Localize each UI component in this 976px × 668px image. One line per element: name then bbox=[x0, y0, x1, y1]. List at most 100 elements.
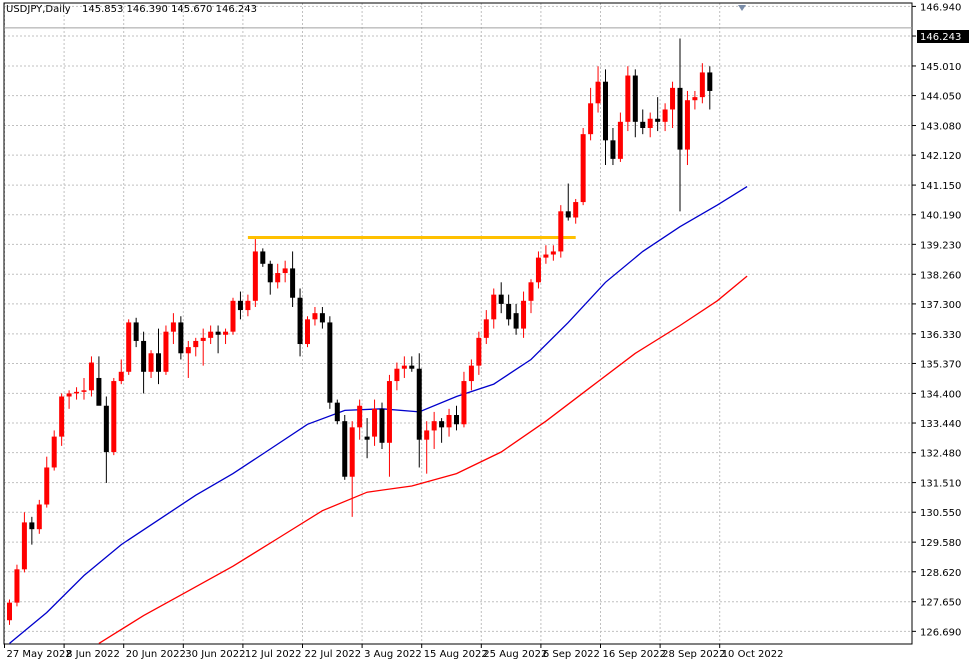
candle bbox=[133, 317, 139, 348]
candle bbox=[252, 239, 258, 307]
y-tick-label: 131.510 bbox=[920, 479, 961, 490]
shift-marker-icon[interactable] bbox=[738, 5, 746, 11]
candle bbox=[267, 260, 273, 295]
candle-body bbox=[454, 415, 459, 425]
candle-body bbox=[290, 268, 296, 298]
candle-body bbox=[558, 211, 564, 252]
candle-body bbox=[521, 300, 527, 329]
y-tick-label: 144.050 bbox=[920, 92, 961, 103]
candle bbox=[148, 350, 154, 378]
candle bbox=[357, 399, 363, 440]
candle-body bbox=[118, 371, 124, 382]
candle-body bbox=[81, 390, 87, 392]
candle bbox=[126, 319, 132, 375]
ohlc-values: 145.853 146.390 145.670 146.243 bbox=[82, 4, 257, 15]
candle bbox=[245, 294, 251, 317]
candle bbox=[141, 331, 147, 394]
x-tick-label: 10 Oct 2022 bbox=[722, 649, 784, 660]
candle bbox=[88, 356, 94, 397]
candle-body bbox=[372, 408, 378, 437]
price-axis: 146.940145.980145.010144.050143.080142.1… bbox=[912, 2, 961, 638]
candle-body bbox=[491, 294, 497, 320]
candle bbox=[454, 405, 459, 431]
candle-body bbox=[543, 254, 549, 258]
candle-body bbox=[327, 322, 333, 403]
candle-body bbox=[163, 331, 169, 372]
candle bbox=[446, 408, 452, 437]
candle bbox=[297, 288, 303, 357]
candle-body bbox=[193, 340, 199, 348]
candle-body bbox=[7, 602, 12, 621]
candle-body bbox=[312, 313, 318, 320]
candle-body bbox=[565, 211, 571, 218]
candle bbox=[215, 325, 221, 354]
candle bbox=[200, 328, 206, 366]
candle bbox=[290, 251, 296, 307]
x-tick-label: 6 Sep 2022 bbox=[543, 649, 600, 660]
candle-body bbox=[252, 251, 258, 301]
candle bbox=[647, 112, 653, 138]
candle-body bbox=[573, 202, 579, 218]
candle bbox=[81, 377, 87, 400]
candle bbox=[193, 337, 199, 357]
candle-body bbox=[237, 300, 243, 311]
candle bbox=[468, 359, 474, 391]
candle-body bbox=[684, 100, 690, 150]
y-tick-label: 127.650 bbox=[920, 598, 961, 609]
candle bbox=[282, 260, 288, 283]
candle-body bbox=[647, 118, 653, 128]
candle bbox=[603, 69, 608, 166]
candle bbox=[461, 371, 467, 428]
candle-body bbox=[528, 282, 534, 301]
candle bbox=[483, 310, 489, 345]
candle bbox=[178, 316, 184, 360]
candle-body bbox=[334, 402, 340, 422]
candle bbox=[550, 245, 556, 261]
candle bbox=[670, 81, 676, 128]
candle-body bbox=[580, 134, 586, 203]
candle bbox=[535, 251, 541, 289]
candle bbox=[640, 109, 646, 135]
candle-body bbox=[625, 75, 631, 122]
candle bbox=[349, 421, 355, 517]
candle-body bbox=[439, 421, 445, 428]
candle-body bbox=[29, 522, 35, 530]
candle bbox=[401, 356, 407, 378]
candle-body bbox=[267, 263, 273, 283]
candle bbox=[66, 390, 72, 409]
candle bbox=[44, 456, 50, 508]
candles bbox=[7, 38, 713, 625]
candle bbox=[334, 399, 340, 425]
candle-body bbox=[431, 421, 437, 431]
y-tick-label: 138.260 bbox=[920, 270, 961, 281]
candle-body bbox=[305, 319, 310, 345]
y-tick-label: 139.230 bbox=[920, 240, 961, 251]
candle bbox=[707, 66, 713, 110]
candle-body bbox=[111, 381, 117, 453]
candle-body bbox=[14, 569, 20, 603]
y-tick-label: 142.120 bbox=[920, 151, 961, 162]
candle-body bbox=[379, 408, 385, 443]
y-tick-label: 143.080 bbox=[920, 122, 961, 133]
candle-body bbox=[96, 377, 102, 406]
candle bbox=[230, 297, 236, 335]
candle bbox=[632, 69, 638, 138]
candle-body bbox=[230, 300, 236, 332]
y-tick-label: 140.190 bbox=[920, 211, 961, 222]
y-tick-label: 145.010 bbox=[920, 62, 961, 73]
candle bbox=[275, 263, 281, 289]
candle-body bbox=[297, 297, 303, 345]
candle-body bbox=[707, 72, 713, 91]
candle bbox=[29, 516, 35, 545]
candle-body bbox=[126, 322, 132, 372]
candle-body bbox=[215, 331, 221, 335]
candle-body bbox=[275, 273, 281, 283]
candle-body bbox=[156, 353, 161, 372]
candle bbox=[59, 393, 65, 446]
candle-body bbox=[632, 75, 638, 122]
candle bbox=[424, 421, 430, 474]
candle bbox=[386, 374, 392, 477]
candle bbox=[342, 415, 348, 480]
